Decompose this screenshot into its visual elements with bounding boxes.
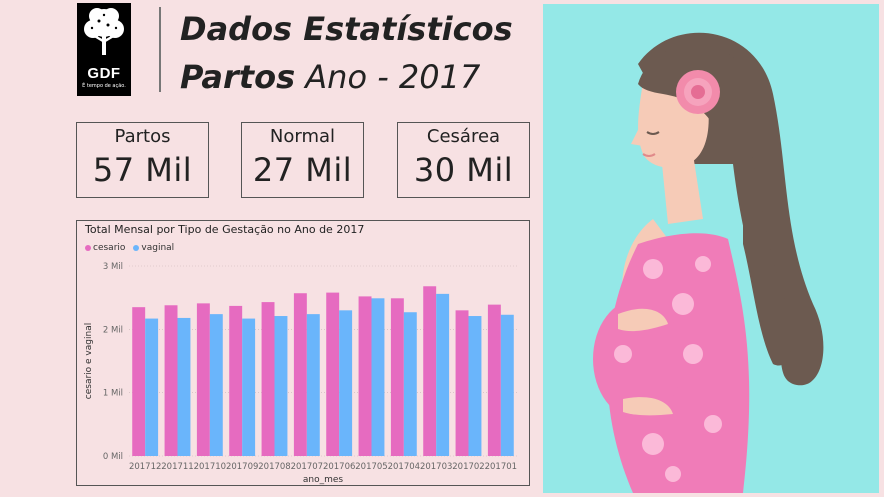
- card-cesarea: Cesárea 30 Mil: [397, 122, 530, 198]
- bar-chart-panel: Total Mensal por Tipo de Gestação no Ano…: [76, 220, 530, 486]
- card-value: 27 Mil: [252, 151, 353, 189]
- bar-cesario: [196, 303, 210, 456]
- header-divider: [159, 7, 161, 92]
- bar-vaginal: [209, 314, 223, 456]
- card-normal: Normal 27 Mil: [241, 122, 364, 198]
- tree-logo-icon: [84, 8, 124, 55]
- y-tick-label: 3 Mil: [103, 262, 123, 272]
- y-tick-label: 2 Mil: [103, 325, 123, 335]
- pregnant-woman-icon: [593, 32, 824, 493]
- x-tick-label: 201705: [355, 462, 387, 472]
- gdf-logo: GDF É tempo de ação.: [77, 3, 131, 96]
- bar-vaginal: [339, 310, 353, 456]
- card-label: Normal: [269, 126, 336, 147]
- y-axis-label: cesario e vaginal: [84, 323, 94, 399]
- bar-vaginal: [177, 317, 191, 456]
- legend-item-cesario[interactable]: cesario: [85, 243, 125, 253]
- x-tick-label: 201710: [194, 462, 226, 472]
- bar-vaginal: [274, 316, 288, 456]
- x-tick-label: 201702: [452, 462, 484, 472]
- card-label: Cesárea: [426, 126, 501, 147]
- bar-cesario: [487, 304, 501, 456]
- page-title: Dados Estatísticos: [180, 10, 513, 48]
- card-partos: Partos 57 Mil: [76, 122, 209, 198]
- x-tick-label: 201703: [420, 462, 452, 472]
- legend-label: cesario: [93, 243, 126, 253]
- card-value: 57 Mil: [92, 151, 193, 189]
- x-tick-label: 201711: [161, 462, 193, 472]
- bar-vaginal: [403, 312, 417, 456]
- x-tick-label: 201712: [129, 462, 161, 472]
- bar-vaginal: [242, 318, 256, 456]
- bar-cesario: [390, 298, 404, 456]
- bar-cesario: [455, 310, 469, 456]
- y-tick-label: 1 Mil: [103, 389, 123, 399]
- bar-vaginal: [468, 316, 482, 456]
- bar-vaginal: [145, 318, 159, 456]
- page-subtitle: Partos Ano - 2017: [180, 58, 480, 96]
- chart-legend: cesario vaginal: [85, 243, 174, 253]
- bar-cesario: [326, 292, 340, 456]
- subtitle-year: Ano - 2017: [305, 58, 481, 96]
- x-tick-label: 201706: [323, 462, 355, 472]
- bar-cesario: [293, 293, 307, 456]
- chart-title: Total Mensal por Tipo de Gestação no Ano…: [85, 223, 365, 236]
- bar-vaginal: [436, 293, 450, 456]
- bar-cesario: [229, 305, 243, 456]
- x-tick-label: 201708: [258, 462, 290, 472]
- bar-cesario: [358, 296, 372, 456]
- legend-dot-icon: [85, 244, 91, 251]
- x-axis-label: ano_mes: [303, 475, 344, 485]
- bar-cesario: [261, 302, 275, 456]
- card-label: Partos: [114, 126, 171, 147]
- y-tick-label: 0 Mil: [103, 452, 123, 462]
- bar-vaginal: [371, 298, 385, 456]
- x-tick-label: 201704: [388, 462, 420, 472]
- bar-vaginal: [500, 314, 514, 456]
- pregnant-woman-illustration: [543, 4, 879, 493]
- legend-item-vaginal[interactable]: vaginal: [133, 243, 174, 253]
- bar-vaginal: [306, 314, 320, 456]
- bar-cesario: [164, 305, 178, 456]
- chart-plot: 0 Mil 1 Mil 2 Mil 3 Mil cesario e vaginal ano…: [84, 262, 517, 485]
- x-tick-label: 201707: [291, 462, 323, 472]
- logo-tagline: É tempo de ação.: [82, 83, 126, 89]
- card-value: 30 Mil: [413, 151, 514, 189]
- bar-cesario: [132, 307, 146, 456]
- x-tick-label: 201709: [226, 462, 258, 472]
- legend-dot-icon: [133, 244, 140, 251]
- subtitle-bold: Partos: [180, 58, 296, 96]
- legend-label: vaginal: [141, 243, 175, 253]
- logo-text: GDF: [87, 65, 121, 82]
- bar-cesario: [423, 286, 437, 456]
- x-tick-label: 201701: [485, 462, 517, 472]
